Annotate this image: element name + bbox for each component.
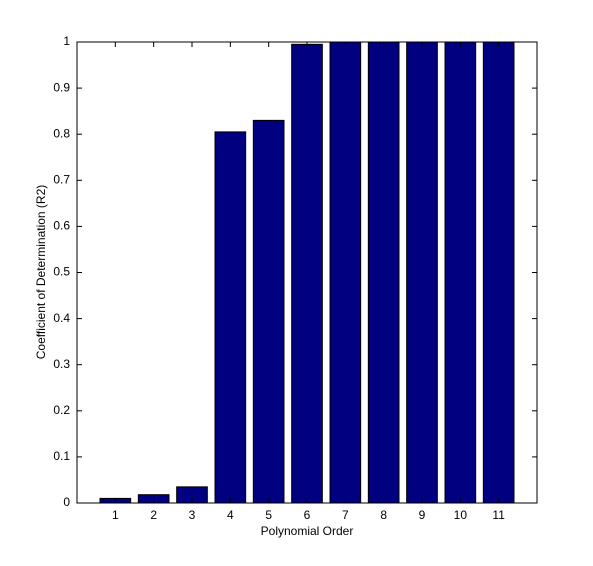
x-tick-label: 4 — [227, 508, 234, 522]
bar — [329, 41, 362, 504]
bar — [406, 41, 438, 504]
y-tick-label: 0 — [63, 495, 70, 509]
y-axis-label: Coefficient of Determination (R2) — [34, 185, 48, 360]
x-tick-label: 3 — [189, 508, 196, 522]
x-tick-label: 9 — [419, 508, 426, 522]
x-tick-label: 10 — [454, 508, 468, 522]
y-tick-label: 0.5 — [53, 265, 70, 279]
x-tick-label: 6 — [304, 508, 311, 522]
y-tick-label: 0.7 — [53, 172, 70, 186]
bar — [214, 131, 247, 504]
y-tick-label: 0.6 — [53, 219, 70, 233]
x-tick-label: 2 — [150, 508, 157, 522]
y-tick-label: 0.9 — [53, 80, 70, 94]
bar — [444, 41, 477, 504]
bar — [482, 41, 515, 504]
x-tick-label: 5 — [265, 508, 272, 522]
x-axis-label: Polynomial Order — [261, 524, 354, 538]
bar — [291, 43, 323, 504]
x-tick-label: 7 — [342, 508, 349, 522]
bar — [252, 119, 285, 504]
y-tick-label: 0.1 — [53, 449, 70, 463]
y-tick-label: 0.8 — [53, 126, 70, 140]
y-tick-label: 0.2 — [53, 403, 70, 417]
x-tick-label: 1 — [112, 508, 119, 522]
bar — [367, 41, 400, 504]
y-tick-label: 0.4 — [53, 311, 70, 325]
y-tick-label: 1 — [63, 34, 70, 48]
y-tick-label: 0.3 — [53, 357, 70, 371]
x-tick-label: 8 — [380, 508, 387, 522]
x-tick-label: 11 — [492, 508, 505, 522]
